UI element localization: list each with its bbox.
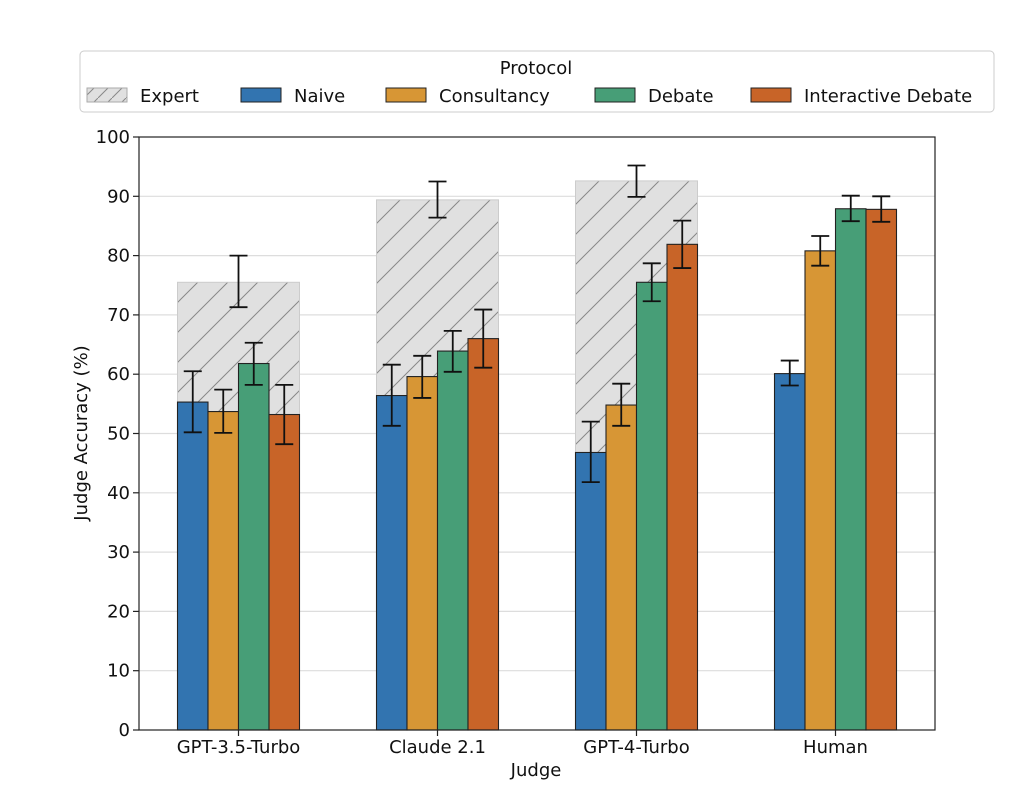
legend-entry: Expert <box>86 86 199 107</box>
bars <box>176 180 898 731</box>
bar-interactive-debate <box>268 413 301 731</box>
error-bar <box>413 354 432 399</box>
error-bar <box>214 388 233 434</box>
error-bar <box>872 195 891 223</box>
y-tick-label: 10 <box>107 661 130 682</box>
bar-consultancy <box>207 411 240 731</box>
x-tick-label: Human <box>803 737 868 758</box>
error-bar <box>275 383 294 446</box>
y-axis-label: Judge Accuracy (%) <box>71 345 92 521</box>
y-tick-label: 70 <box>107 305 130 326</box>
legend-swatch <box>750 87 792 103</box>
error-bar <box>474 308 493 369</box>
y-tick-label: 100 <box>96 127 130 148</box>
error-bar <box>443 330 462 373</box>
error-bar <box>673 219 692 269</box>
bar-consultancy <box>804 250 837 731</box>
expert-error-bar <box>229 254 248 309</box>
legend-label: Naive <box>294 86 345 107</box>
bar-debate <box>436 350 469 731</box>
legend-title: Protocol <box>500 58 573 79</box>
error-bar <box>811 235 830 267</box>
bar-interactive-debate <box>666 243 699 731</box>
y-tick-label: 50 <box>107 424 130 445</box>
error-bar <box>183 370 202 434</box>
error-bar <box>642 262 661 303</box>
legend-entry: Naive <box>240 86 345 107</box>
bar-naive <box>176 401 209 731</box>
legend: Protocol Expert Naive Consultancy Debate Int… <box>79 50 995 113</box>
legend-swatch <box>86 87 128 103</box>
x-axis-label: Judge <box>510 760 562 781</box>
bar-consultancy <box>605 404 638 731</box>
bar-naive <box>574 451 607 731</box>
error-bar <box>841 194 860 223</box>
x-tick-label: GPT-4-Turbo <box>583 737 689 758</box>
legend-label: Interactive Debate <box>804 86 972 107</box>
y-axis: 0 10 20 30 40 50 60 70 80 90 100 <box>96 127 139 741</box>
y-tick-label: 0 <box>119 720 130 741</box>
error-bar <box>780 359 799 387</box>
y-tick-label: 20 <box>107 601 130 622</box>
error-bar <box>382 363 401 427</box>
error-bars <box>183 164 891 484</box>
expert-error-bar <box>428 180 447 219</box>
legend-label: Debate <box>648 86 714 107</box>
legend-label: Expert <box>140 86 199 107</box>
bar-interactive-debate <box>865 208 898 731</box>
bar-debate <box>237 362 270 731</box>
y-tick-label: 40 <box>107 483 130 504</box>
legend-entry: Interactive Debate <box>750 86 972 107</box>
y-tick-label: 60 <box>107 364 130 385</box>
x-tick-label: GPT-3.5-Turbo <box>177 737 301 758</box>
bar-debate <box>834 208 867 731</box>
bar-consultancy <box>406 376 439 731</box>
x-axis: GPT-3.5-Turbo Claude 2.1 GPT-4-Turbo Human <box>177 730 868 758</box>
legend-swatch <box>385 87 427 103</box>
legend-label: Consultancy <box>439 86 550 107</box>
legend-swatch <box>240 87 282 103</box>
y-tick-label: 30 <box>107 542 130 563</box>
expert-error-bar <box>627 164 646 198</box>
legend-swatch <box>594 87 636 103</box>
bar-debate <box>635 281 668 731</box>
legend-entry: Consultancy <box>385 86 550 107</box>
bar-naive <box>773 373 806 731</box>
y-tick-label: 90 <box>107 186 130 207</box>
bar-naive <box>375 394 408 731</box>
error-bar <box>612 382 631 427</box>
error-bar <box>581 420 600 484</box>
bar-interactive-debate <box>467 338 500 731</box>
legend-entry: Debate <box>594 86 714 107</box>
x-tick-label: Claude 2.1 <box>389 737 486 758</box>
y-tick-label: 80 <box>107 246 130 267</box>
error-bar <box>244 341 263 386</box>
